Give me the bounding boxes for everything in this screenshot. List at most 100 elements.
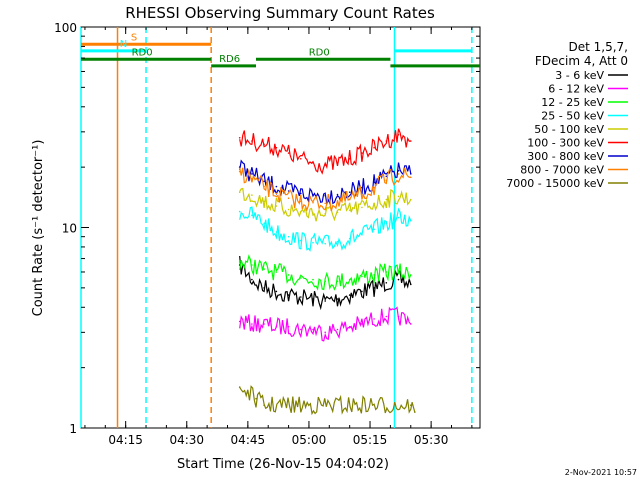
data-point bbox=[239, 171, 241, 173]
legend-label: 3 - 6 keV bbox=[555, 69, 604, 82]
x-tick-label: 05:30 bbox=[414, 433, 449, 447]
legend-label: 300 - 800 keV bbox=[527, 150, 604, 163]
data-point bbox=[324, 203, 326, 205]
data-point bbox=[386, 199, 388, 201]
x-tick-label: 05:00 bbox=[292, 433, 327, 447]
data-point bbox=[276, 193, 278, 195]
data-point bbox=[373, 182, 375, 184]
data-point bbox=[410, 404, 412, 406]
data-point bbox=[398, 196, 400, 198]
data-point bbox=[361, 207, 363, 209]
data-point bbox=[373, 203, 375, 205]
data-point bbox=[276, 147, 278, 149]
data-point bbox=[337, 162, 339, 164]
data-point bbox=[288, 326, 290, 328]
data-point bbox=[386, 316, 388, 318]
data-point bbox=[276, 271, 278, 273]
data-point bbox=[324, 332, 326, 334]
data-point bbox=[239, 260, 241, 262]
data-point bbox=[288, 236, 290, 238]
data-point bbox=[300, 201, 302, 203]
data-point bbox=[251, 323, 253, 325]
legend-label: 800 - 7000 keV bbox=[520, 164, 604, 177]
legend-header-line-2: FDecim 4, Att 0 bbox=[535, 54, 628, 68]
data-point bbox=[300, 277, 302, 279]
data-point bbox=[398, 173, 400, 175]
data-point bbox=[288, 294, 290, 296]
plot-frame bbox=[81, 27, 480, 428]
data-point bbox=[263, 181, 265, 183]
data-point bbox=[361, 152, 363, 154]
data-point bbox=[361, 234, 363, 236]
data-point bbox=[386, 140, 388, 142]
series-group bbox=[239, 129, 416, 414]
chart-title: RHESSI Observing Summary Count Rates bbox=[125, 4, 435, 22]
legend-label: 100 - 300 keV bbox=[527, 137, 604, 150]
data-point bbox=[251, 178, 253, 180]
x-tick-label: 04:30 bbox=[169, 433, 204, 447]
series-line bbox=[240, 129, 411, 173]
data-point bbox=[324, 300, 326, 302]
data-point bbox=[361, 276, 363, 278]
data-point bbox=[251, 194, 253, 196]
status-label: RD6 bbox=[219, 54, 240, 65]
data-point bbox=[349, 158, 351, 160]
data-point bbox=[414, 411, 416, 413]
x-tick-label: 04:15 bbox=[108, 433, 143, 447]
data-point bbox=[373, 318, 375, 320]
data-point bbox=[263, 144, 265, 146]
data-point bbox=[386, 282, 388, 284]
data-point bbox=[239, 191, 241, 193]
data-point bbox=[276, 186, 278, 188]
data-point bbox=[263, 201, 265, 203]
data-point bbox=[410, 140, 412, 142]
data-point bbox=[337, 201, 339, 203]
legend-label: 25 - 50 keV bbox=[541, 110, 604, 123]
data-point bbox=[276, 205, 278, 207]
data-point bbox=[324, 213, 326, 215]
data-point bbox=[410, 177, 412, 179]
data-point bbox=[349, 199, 351, 201]
data-point bbox=[300, 296, 302, 298]
data-point bbox=[251, 140, 253, 142]
data-point bbox=[312, 202, 314, 204]
data-point bbox=[239, 321, 241, 323]
data-point bbox=[263, 404, 265, 406]
data-point bbox=[349, 326, 351, 328]
data-point bbox=[324, 195, 326, 197]
data-point bbox=[247, 392, 249, 394]
series-5 bbox=[239, 129, 412, 173]
data-point bbox=[373, 274, 375, 276]
data-point bbox=[312, 162, 314, 164]
legend-label: 6 - 12 keV bbox=[548, 83, 604, 96]
annotations-group: SNRD0RD6RD0 bbox=[81, 32, 480, 66]
data-point bbox=[276, 231, 278, 233]
y-tick-label: 1 bbox=[69, 422, 77, 436]
data-point bbox=[300, 158, 302, 160]
data-point bbox=[386, 223, 388, 225]
series-line bbox=[240, 386, 415, 413]
data-point bbox=[361, 194, 363, 196]
data-point bbox=[251, 279, 253, 281]
data-point bbox=[373, 229, 375, 231]
data-point bbox=[312, 329, 314, 331]
status-label: RD0 bbox=[309, 47, 330, 58]
legend-label: 7000 - 15000 keV bbox=[506, 177, 604, 190]
data-point bbox=[349, 238, 351, 240]
data-point bbox=[263, 323, 265, 325]
data-point bbox=[398, 217, 400, 219]
data-point bbox=[276, 326, 278, 328]
data-point bbox=[300, 193, 302, 195]
data-point bbox=[349, 294, 351, 296]
data-point bbox=[312, 212, 314, 214]
data-point bbox=[373, 187, 375, 189]
data-point bbox=[398, 170, 400, 172]
data-point bbox=[398, 279, 400, 281]
data-point bbox=[386, 180, 388, 182]
data-point bbox=[239, 137, 241, 139]
data-point bbox=[349, 209, 351, 211]
series-1 bbox=[239, 308, 412, 341]
